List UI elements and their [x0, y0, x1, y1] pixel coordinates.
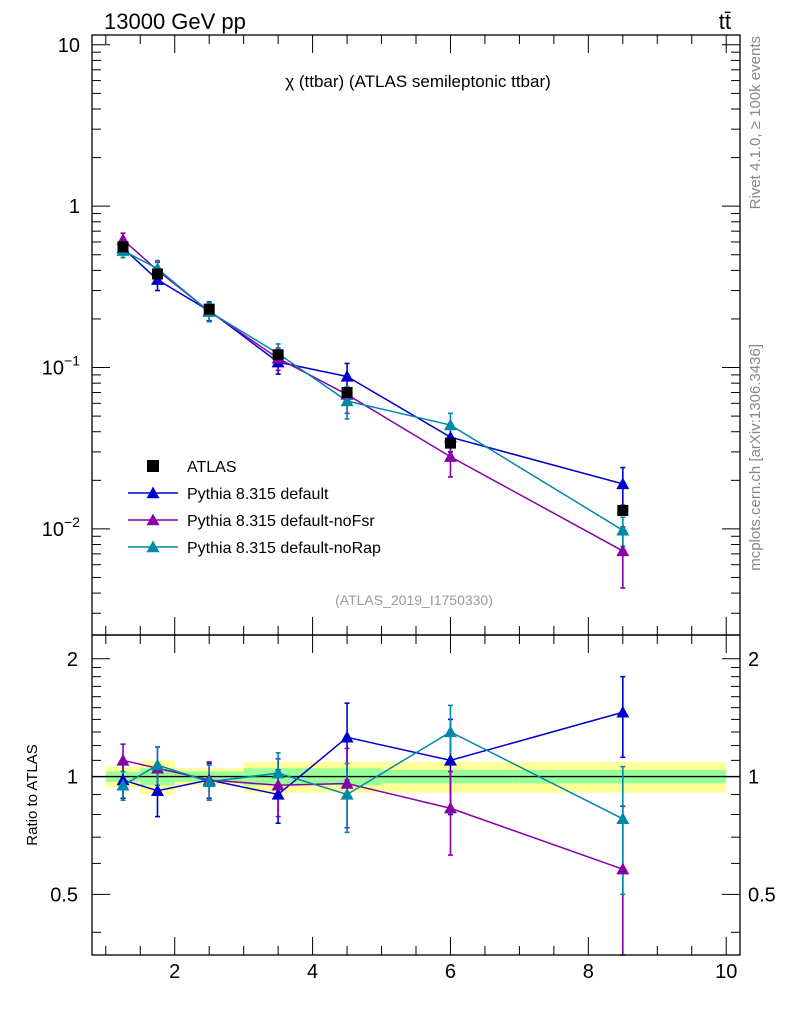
- series-point: [616, 477, 630, 490]
- ratio-point: [271, 766, 285, 779]
- ratio-point: [340, 787, 354, 800]
- ratio-point: [202, 775, 216, 787]
- ratio-tick-label-right: 1: [748, 767, 759, 789]
- legend-marker: [146, 513, 160, 526]
- ratio-point: [150, 758, 164, 771]
- series-line: [122, 247, 624, 485]
- ratio-marks: [116, 675, 630, 956]
- ratio-point: [150, 784, 164, 796]
- y-tick-label: 1: [69, 196, 80, 218]
- x-axis-labels: 2 4 6 8 10: [169, 961, 737, 983]
- energy-label: 13000 GeV pp: [104, 9, 246, 34]
- y-tick-label: 10−1: [42, 353, 80, 380]
- source-label: mcplots.cern.ch [arXiv:1306.3436]: [747, 344, 764, 571]
- legend: ATLAS Pythia 8.315 default Pythia 8.315 de…: [128, 459, 381, 557]
- ratio-point: [443, 801, 457, 814]
- ratio-bands: [92, 760, 740, 795]
- legend-marker: [146, 540, 160, 553]
- data-point: [272, 349, 284, 361]
- ratio-point: [443, 753, 457, 766]
- x-tick-label: 4: [307, 961, 318, 983]
- series-point: [443, 418, 457, 431]
- data-point: [151, 268, 163, 280]
- y-tick-base: 10: [42, 519, 64, 541]
- y-tick-label: 10−2: [42, 514, 80, 541]
- data-point: [444, 437, 456, 449]
- ratio-panel: 0.5 0.5 1 1 2 2 Ratio to ATLAS: [24, 634, 776, 956]
- ratio-point: [616, 862, 630, 875]
- ratio-ylabel: Ratio to ATLAS: [24, 744, 41, 845]
- ratio-axes: 0.5 0.5 1 1 2 2: [50, 635, 776, 955]
- ratio-point: [116, 778, 130, 791]
- main-panel: χ (ttbar) (ATLAS semileptonic ttbar) (AT…: [42, 34, 741, 636]
- main-marks: [116, 232, 630, 589]
- legend-marker: [146, 486, 160, 499]
- series-point: [340, 394, 354, 407]
- ratio-tick-label-right: 2: [748, 649, 759, 671]
- chart-title: χ (ttbar) (ATLAS semileptonic ttbar): [285, 72, 551, 91]
- legend-data-label: ATLAS: [187, 459, 237, 476]
- data-point: [617, 505, 629, 517]
- ratio-point: [616, 705, 630, 718]
- ratio-point: [443, 725, 457, 738]
- y-tick-exponent: −1: [64, 353, 80, 369]
- ratio-frame: [91, 634, 741, 956]
- legend-label: Pythia 8.315 default-noFsr: [187, 513, 375, 530]
- ratio-point: [340, 730, 354, 743]
- analysis-id: (ATLAS_2019_I1750330): [335, 592, 493, 608]
- rivet-label: Rivet 4.1.0, ≥ 100k events: [747, 36, 764, 209]
- ratio-point: [271, 778, 285, 791]
- y-tick-base: 1: [69, 196, 80, 218]
- x-tick-label: 6: [445, 961, 456, 983]
- series-line: [122, 239, 624, 552]
- series-point: [616, 523, 630, 536]
- legend-data-marker: [147, 460, 159, 472]
- y-tick-base: 10: [58, 35, 80, 57]
- x-tick-label: 10: [715, 961, 737, 983]
- ratio-tick-label-right: 0.5: [748, 884, 776, 906]
- data-point: [203, 303, 215, 315]
- legend-label: Pythia 8.315 default-noRap: [187, 540, 381, 557]
- data-point: [341, 387, 353, 399]
- ratio-tick-label-left: 1: [67, 767, 78, 789]
- series-point: [616, 544, 630, 557]
- ratio-point: [340, 777, 354, 789]
- ratio-point: [616, 812, 630, 824]
- process-label: tt̄: [719, 9, 731, 34]
- ratio-tick-label-left: 2: [67, 649, 78, 671]
- x-tick-label: 2: [169, 961, 180, 983]
- series-point: [340, 369, 354, 382]
- legend-label: Pythia 8.315 default: [187, 486, 329, 503]
- y-tick-exponent: −2: [64, 514, 80, 530]
- ratio-tick-label-left: 0.5: [50, 884, 78, 906]
- x-tick-label: 8: [583, 961, 594, 983]
- y-tick-label: 10: [58, 35, 80, 57]
- ratio-point: [271, 787, 285, 800]
- ratio-point: [116, 753, 130, 766]
- series-point: [443, 450, 457, 462]
- data-point: [117, 241, 129, 253]
- y-tick-base: 10: [42, 358, 64, 380]
